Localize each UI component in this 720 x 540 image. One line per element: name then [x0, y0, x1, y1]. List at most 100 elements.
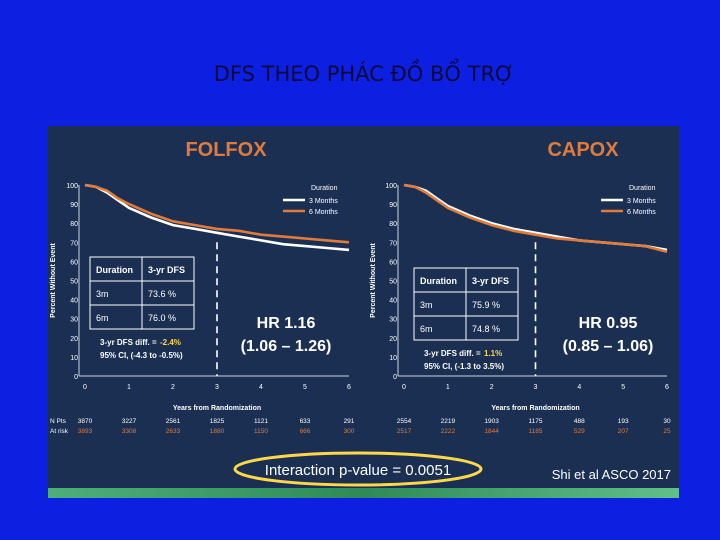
- risk-value: 207: [618, 428, 629, 435]
- y-tick-label: 40: [389, 298, 397, 305]
- risk-value: 1880: [210, 428, 225, 435]
- y-tick-label: 70: [70, 240, 78, 247]
- y-tick-label: 80: [70, 221, 78, 228]
- y-tick-label: 60: [389, 259, 397, 266]
- x-tick-label: 5: [303, 384, 307, 391]
- risk-value: 291: [344, 418, 355, 425]
- risk-row-label: N Pts: [50, 418, 67, 425]
- x-tick-label: 3: [215, 384, 219, 391]
- legend-title: Duration: [629, 185, 656, 192]
- legend-label: 6 Months: [309, 209, 338, 216]
- table-cell: 74.8 %: [472, 324, 500, 334]
- y-tick-label: 40: [70, 298, 78, 305]
- risk-value: 3893: [78, 428, 93, 435]
- dfs-diff-value: -2.4%: [160, 338, 181, 347]
- legend-label: 3 Months: [309, 198, 338, 205]
- risk-value: 488: [574, 418, 585, 425]
- folfox-plot: FOLFOX 0 10 20 30 40 50 60 70 80 90 100 0 1 2 3 4 5 6 Years…: [50, 139, 355, 435]
- x-tick-label: 4: [577, 384, 581, 391]
- y-tick-label: 100: [385, 183, 397, 190]
- table-cell: 6m: [420, 324, 433, 334]
- x-tick-label: 2: [171, 384, 175, 391]
- risk-value: 1121: [254, 418, 268, 425]
- table-header: Duration: [420, 276, 457, 286]
- risk-value: 3308: [122, 428, 137, 435]
- y-tick-label: 90: [389, 202, 397, 209]
- y-axis-label: Percent Without Event: [370, 243, 377, 318]
- dfs-diff-ci: 95% CI, (-4.3 to -0.5%): [100, 351, 183, 360]
- x-axis-label: Years from Randomization: [173, 405, 261, 412]
- series-line-6-months: [84, 183, 350, 244]
- risk-value: 2633: [166, 428, 181, 435]
- x-tick-label: 1: [446, 384, 450, 391]
- y-tick-label: 0: [393, 374, 397, 381]
- dfs-diff-label: 3-yr DFS diff. =: [100, 338, 157, 347]
- y-tick-label: 0: [74, 374, 78, 381]
- legend-title: Duration: [311, 185, 338, 192]
- table-header: 3-yr DFS: [148, 265, 185, 275]
- table-header: 3-yr DFS: [472, 276, 509, 286]
- legend-label: 6 Months: [627, 209, 656, 216]
- table-cell: 3m: [420, 300, 433, 310]
- risk-value: 3870: [78, 418, 93, 425]
- y-tick-label: 30: [70, 317, 78, 324]
- risk-value: 300: [344, 428, 355, 435]
- risk-value: 2219: [441, 418, 456, 425]
- chart-title: CAPOX: [547, 139, 619, 161]
- risk-value: 193: [618, 418, 629, 425]
- y-tick-label: 80: [389, 221, 397, 228]
- chart-title: FOLFOX: [185, 139, 267, 161]
- risk-value: 2561: [166, 418, 181, 425]
- dfs-diff-value: 1.1%: [484, 349, 502, 358]
- y-tick-label: 10: [389, 355, 397, 362]
- dfs-diff-ci: 95% CI, (-1.3 to 3.5%): [424, 362, 504, 371]
- table-cell: 73.6 %: [148, 289, 176, 299]
- risk-row-label: At risk: [50, 428, 69, 435]
- y-tick-label: 70: [389, 240, 397, 247]
- interaction-text: Interaction p-value = 0.0051: [265, 462, 451, 479]
- x-tick-label: 2: [490, 384, 494, 391]
- risk-value: 25: [663, 428, 671, 435]
- risk-value: 1825: [210, 418, 225, 425]
- table-cell: 6m: [96, 313, 109, 323]
- risk-value: 3227: [122, 418, 137, 425]
- x-tick-label: 5: [621, 384, 625, 391]
- x-tick-label: 6: [347, 384, 351, 391]
- series-line-6-months: [403, 183, 668, 254]
- table-cell: 75.9 %: [472, 300, 500, 310]
- series-line-3-months: [403, 183, 668, 252]
- risk-value: 2554: [397, 418, 412, 425]
- x-tick-label: 1: [127, 384, 131, 391]
- legend-label: 3 Months: [627, 198, 656, 205]
- capox-plot: CAPOX 0 10 20 30 40 50 60 70 80 90 100 0 1 2 3 4 5 6 Years …: [370, 139, 671, 435]
- y-tick-label: 100: [66, 183, 78, 190]
- y-tick-label: 10: [70, 355, 78, 362]
- series-line-3-months: [84, 183, 350, 252]
- risk-value: 1903: [484, 418, 499, 425]
- figure-panel: FOLFOX 0 10 20 30 40 50 60 70 80 90 100 0 1 2 3 4 5 6 Years…: [48, 126, 679, 498]
- y-axis-label: Percent Without Event: [50, 243, 57, 318]
- panel-footer-bar: [48, 488, 679, 498]
- x-tick-label: 6: [665, 384, 669, 391]
- y-tick-label: 90: [70, 202, 78, 209]
- risk-value: 2517: [397, 428, 412, 435]
- x-tick-label: 0: [402, 384, 406, 391]
- y-tick-label: 20: [389, 336, 397, 343]
- y-tick-label: 30: [389, 317, 397, 324]
- x-tick-label: 0: [83, 384, 87, 391]
- risk-value: 2222: [441, 428, 456, 435]
- interaction-ellipse: [233, 451, 483, 487]
- risk-value: 529: [574, 428, 585, 435]
- y-tick-label: 50: [389, 279, 397, 286]
- risk-value: 1175: [529, 418, 543, 425]
- dfs-diff-label: 3-yr DFS diff. =: [424, 349, 481, 358]
- risk-value: 1150: [254, 428, 268, 435]
- risk-value: 666: [300, 428, 311, 435]
- hazard-ratio-ci: (1.06 – 1.26): [241, 338, 332, 355]
- x-tick-label: 4: [259, 384, 263, 391]
- hazard-ratio: HR 0.95: [579, 315, 638, 332]
- y-tick-label: 60: [70, 259, 78, 266]
- risk-value: 30: [663, 418, 671, 425]
- risk-value: 1185: [529, 428, 543, 435]
